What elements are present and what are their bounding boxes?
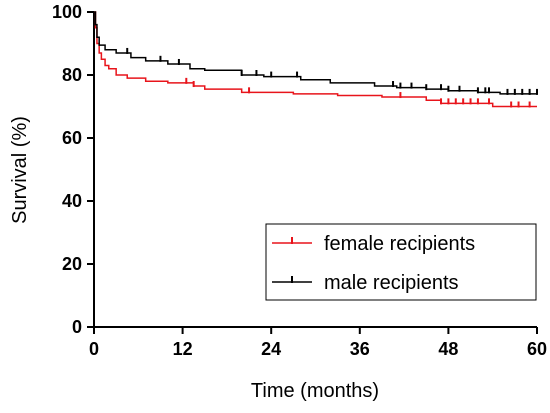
y-tick-label: 60 xyxy=(62,128,82,148)
x-tick-label: 12 xyxy=(173,339,193,359)
x-tick-label: 60 xyxy=(527,339,547,359)
survival-curve xyxy=(94,11,537,95)
legend: female recipients male recipients xyxy=(265,223,537,301)
y-tick-label: 20 xyxy=(62,254,82,274)
series-layer xyxy=(94,11,538,108)
x-tick-label: 36 xyxy=(350,339,370,359)
y-axis-title: Survival (%) xyxy=(9,116,31,224)
x-tick-label: 24 xyxy=(261,339,281,359)
y-tick-label: 0 xyxy=(72,317,82,337)
x-tick-label: 0 xyxy=(89,339,99,359)
series-male xyxy=(94,11,538,95)
legend-box xyxy=(265,223,537,301)
legend-label: male recipients xyxy=(324,272,459,294)
y-tick-label: 80 xyxy=(62,65,82,85)
axes: 0 12 24 36 48 60 0 20 40 60 80 100 xyxy=(52,2,547,359)
survival-curve xyxy=(94,11,537,108)
y-tick-label: 40 xyxy=(62,191,82,211)
x-axis-title: Time (months) xyxy=(251,380,379,402)
legend-label: female recipients xyxy=(324,233,475,255)
x-tick-label: 48 xyxy=(438,339,458,359)
series-female xyxy=(94,11,537,108)
y-tick-label: 100 xyxy=(52,2,82,22)
